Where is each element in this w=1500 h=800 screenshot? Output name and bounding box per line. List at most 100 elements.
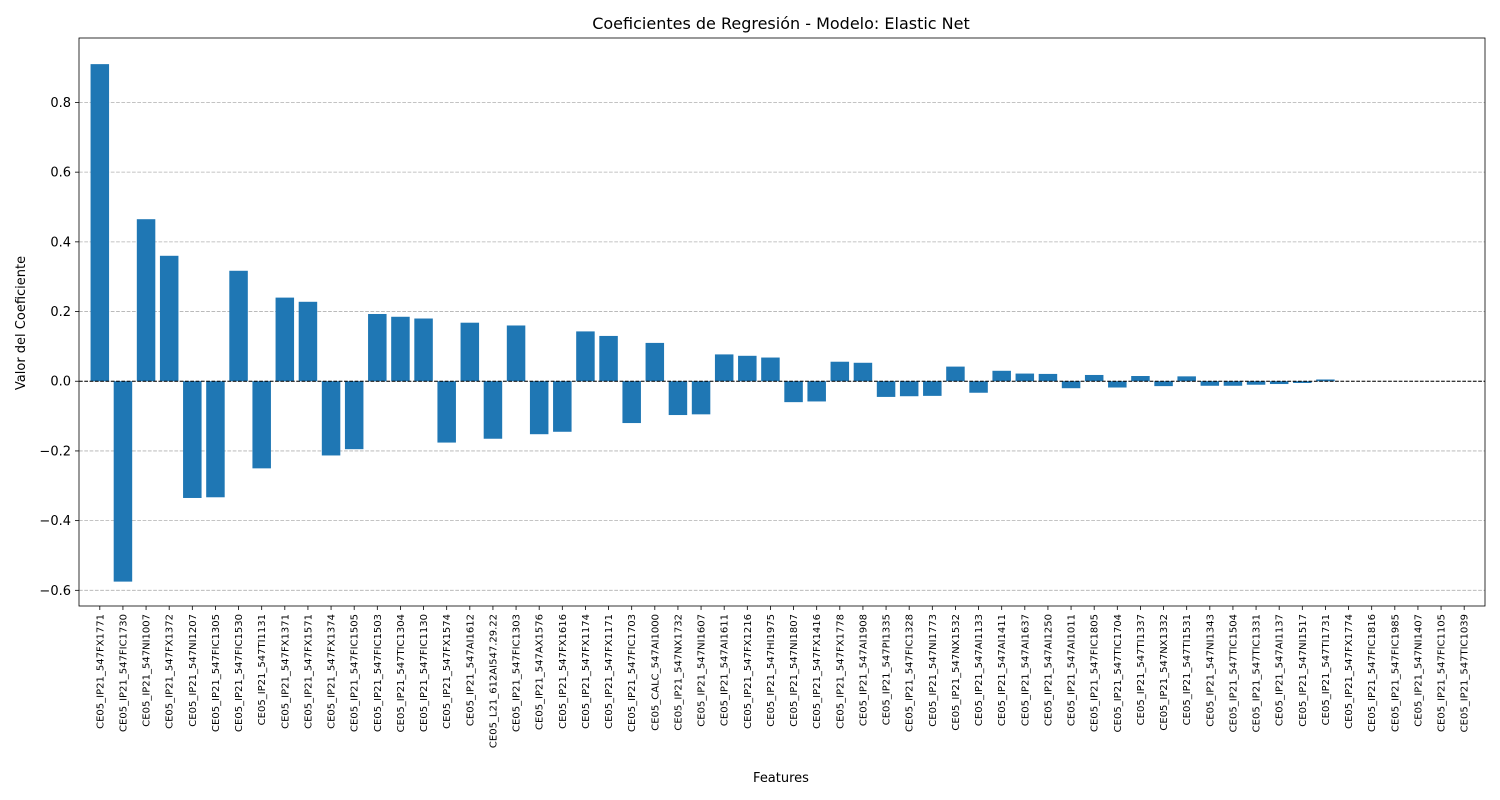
x-tick-label: CE05_IP21_547TI1337 <box>1136 614 1147 725</box>
x-tick-label: CE05_IP21_547FX1416 <box>812 614 823 729</box>
bar <box>1177 376 1196 382</box>
bar <box>252 381 271 469</box>
x-tick-label: CE05_IP21_547NI1007 <box>142 614 153 727</box>
y-tick-label: 0.0 <box>50 375 71 390</box>
x-tick-label: CE05_IP21_547FX1571 <box>303 614 314 729</box>
x-tick-label: CE05_IP21_547AX1576 <box>535 614 546 730</box>
bar <box>298 301 318 382</box>
x-tick-label: CE05_IP21_547NX1532 <box>951 614 962 731</box>
x-tick-label: CE05_IP21_547FX1778 <box>835 614 846 729</box>
x-tick-label: CE05_IP21_547AI1250 <box>1043 614 1054 726</box>
bar <box>321 381 341 456</box>
x-tick-label: CE05_IP21_547FIC1530 <box>234 614 245 732</box>
bar <box>738 355 757 382</box>
bar-layer <box>90 64 1335 582</box>
bar <box>876 381 896 397</box>
bar <box>622 381 641 424</box>
x-tick-label: CE05_IP21_547AI1411 <box>997 614 1008 726</box>
x-tick-label: CE05_IP21_547FX1372 <box>165 614 176 729</box>
bar <box>414 318 433 382</box>
x-tick-label: CE05_IP21_547NI1207 <box>188 614 199 727</box>
bar <box>946 366 965 382</box>
x-tick-label: CE05_IP21_547TIC1039 <box>1460 614 1471 732</box>
bar <box>784 381 803 403</box>
x-tick-label: CE05_IP21_547AI1133 <box>974 614 985 726</box>
x-tick-label: CE05_IP21_547FIC1703 <box>627 614 638 732</box>
x-tick-label: CE05_IP21_547FIC1816 <box>1367 614 1378 732</box>
x-tick-label: CE05_IP21_547TI1531 <box>1182 614 1193 725</box>
bar <box>853 362 873 382</box>
x-tick-label: CE05_IP21_547NI1607 <box>697 614 708 727</box>
y-tick-label: −0.2 <box>39 444 71 459</box>
bar <box>923 381 942 396</box>
bar <box>483 381 503 439</box>
x-tick-label: CE05_IP21_547NI1773 <box>928 614 939 727</box>
y-tick-label: 0.2 <box>50 305 71 320</box>
x-tick-label: CE05_IP21_547AI1908 <box>858 614 869 726</box>
bar <box>599 335 618 382</box>
x-tick-label: CE05_IP21_547FIC1805 <box>1090 614 1101 732</box>
bar <box>830 361 850 382</box>
bar <box>136 219 156 382</box>
bar <box>899 381 919 397</box>
bar <box>275 297 295 382</box>
bar <box>1316 379 1335 382</box>
chart-title: Coeficientes de Regresión - Modelo: Elas… <box>592 14 970 33</box>
x-tick-label: CE05_IP21_547TI1731 <box>1321 614 1332 725</box>
bar <box>113 381 133 582</box>
x-tick-label: CE05_IP21_547FIC1503 <box>373 614 384 732</box>
bar <box>1293 381 1312 383</box>
x-tick-label: CE05_IP21_547FIC1303 <box>512 614 523 732</box>
x-tick-label: CE05_IP21_547TIC1704 <box>1113 614 1124 732</box>
x-tick-label: CE05_IP21_547TIC1331 <box>1252 614 1263 732</box>
bar <box>1269 381 1289 385</box>
x-tick-label: CE05_IP21_547FX1171 <box>604 614 615 729</box>
bar <box>691 381 711 415</box>
x-axis-ticks: CE05_IP21_547FX1771 CE05_IP21_547FIC1730 C… <box>95 606 1471 748</box>
x-tick-label: CE05_IP21_547AI1612 <box>465 614 476 726</box>
x-tick-label: CE05_IP21_547FIC1328 <box>905 614 916 732</box>
axes-frame <box>78 37 1486 607</box>
bar <box>529 381 549 435</box>
bar <box>1061 381 1081 389</box>
x-tick-label: CE05_IP21_547AI1637 <box>1020 614 1031 726</box>
x-tick-label: CE05_IP21_547FIC1105 <box>1437 614 1448 732</box>
bar <box>1015 373 1035 382</box>
y-tick-label: 0.8 <box>50 96 71 111</box>
x-tick-label: CE05_IP21_547FIC1130 <box>419 614 430 732</box>
bar <box>1108 381 1127 388</box>
x-tick-label: CE05_L21_612AI547.29.22 <box>488 614 499 748</box>
x-tick-label: CE05_IP21_547FX1216 <box>743 614 754 729</box>
bar <box>1246 381 1266 385</box>
x-tick-label: CE05_IP21_547FIC1985 <box>1390 614 1401 732</box>
bar <box>807 381 826 402</box>
bar <box>506 325 526 382</box>
y-tick-label: −0.4 <box>39 514 71 529</box>
x-tick-label: CE05_IP21_547AI1011 <box>1067 614 1078 726</box>
x-tick-label: CE05_IP21_547TI1131 <box>257 614 268 725</box>
bar <box>460 322 480 382</box>
y-tick-label: 0.6 <box>50 166 71 181</box>
x-tick-label: CE05_IP21_547NI1807 <box>789 614 800 727</box>
bar <box>645 342 665 382</box>
bar <box>714 354 734 382</box>
x-tick-label: CE05_IP21_547FX1774 <box>1344 614 1355 729</box>
bar <box>229 270 248 382</box>
x-tick-label: CE05_IP21_547NI1343 <box>1205 614 1216 727</box>
x-tick-label: CE05_IP21_547NI1517 <box>1298 614 1309 727</box>
x-tick-label: CE05_IP21_547AI1137 <box>1275 614 1286 726</box>
bar <box>90 64 110 382</box>
x-tick-label: CE05_IP21_547FIC1305 <box>211 614 222 732</box>
x-tick-label: CE05_IP21_547FX1771 <box>95 614 106 729</box>
x-axis-label: Features <box>753 771 809 786</box>
y-tick-label: −0.6 <box>39 584 71 599</box>
bar <box>761 357 780 382</box>
x-tick-label: CE05_IP21_547FX1371 <box>280 614 291 729</box>
x-tick-label: CE05_IP21_547HI1975 <box>766 614 777 727</box>
x-tick-label: CE05_IP21_547NI1407 <box>1413 614 1424 727</box>
bar <box>159 255 179 382</box>
bar <box>553 381 572 432</box>
bar <box>206 381 225 498</box>
bar <box>344 381 364 450</box>
y-axis-ticks: −0.6 −0.4 −0.2 0.0 0.2 0.4 0.6 0.8 <box>39 96 79 599</box>
